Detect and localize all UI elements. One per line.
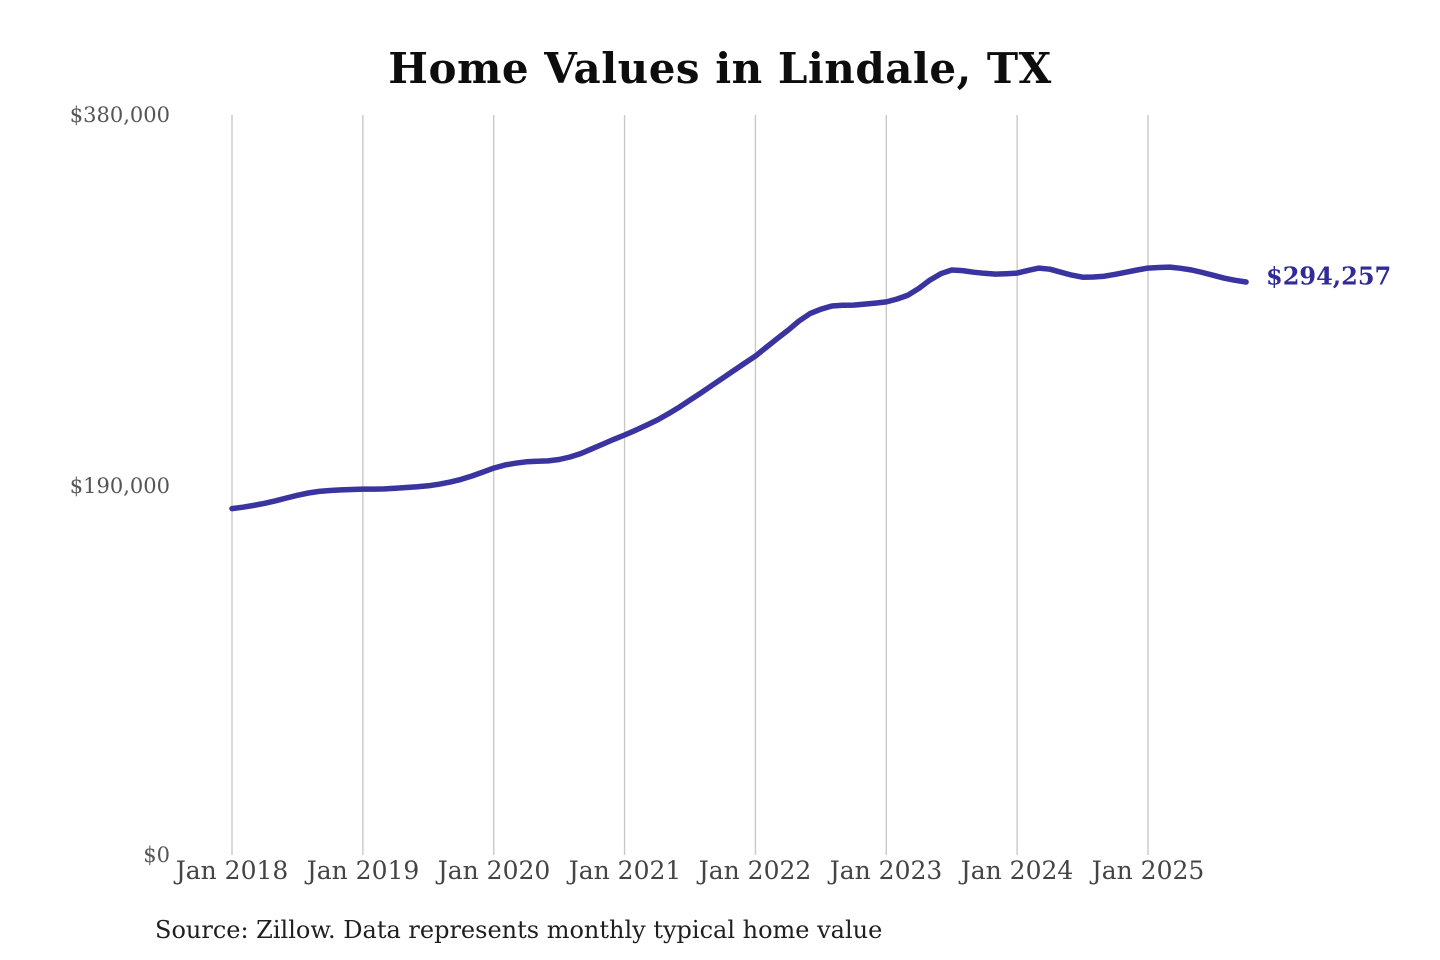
chart-title: Home Values in Lindale, TX bbox=[388, 44, 1052, 93]
x-tick-jan-2021: Jan 2021 bbox=[568, 856, 682, 885]
x-tick-jan-2025: Jan 2025 bbox=[1091, 856, 1205, 885]
home-value-line bbox=[229, 264, 1249, 512]
y-tick-0: $0 bbox=[143, 843, 170, 867]
x-tick-jan-2020: Jan 2020 bbox=[437, 856, 551, 885]
x-tick-jan-2019: Jan 2019 bbox=[306, 856, 420, 885]
value-line-group bbox=[229, 264, 1249, 512]
y-tick-380000: $380,000 bbox=[69, 103, 170, 127]
latest-value-label: $294,257 bbox=[1266, 261, 1392, 291]
source-note: Source: Zillow. Data represents monthly … bbox=[155, 916, 883, 944]
x-tick-jan-2024: Jan 2024 bbox=[960, 856, 1074, 885]
x-tick-jan-2023: Jan 2023 bbox=[829, 856, 943, 885]
gridlines bbox=[231, 115, 1149, 855]
x-tick-jan-2018: Jan 2018 bbox=[175, 856, 289, 885]
y-tick-190000: $190,000 bbox=[69, 474, 170, 498]
x-tick-jan-2022: Jan 2022 bbox=[698, 856, 812, 885]
